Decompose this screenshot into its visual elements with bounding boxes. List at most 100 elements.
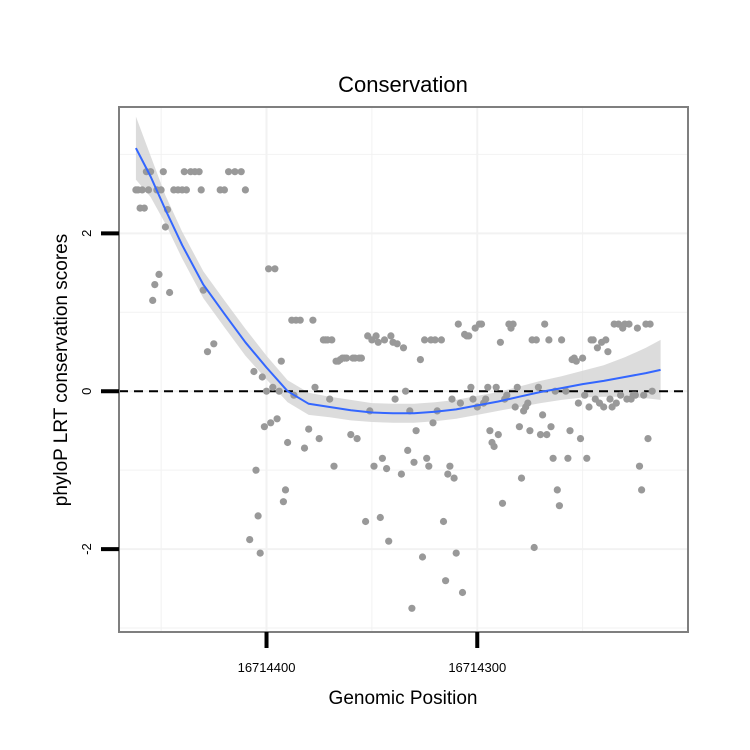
- data-point: [492, 383, 500, 391]
- data-point: [644, 435, 652, 443]
- data-point: [231, 168, 239, 176]
- data-point: [182, 186, 190, 194]
- data-point: [374, 338, 382, 346]
- data-point: [454, 320, 462, 328]
- data-point: [593, 344, 602, 352]
- y-tick-label: -2: [79, 543, 94, 555]
- data-point: [404, 446, 412, 454]
- data-point: [281, 486, 290, 494]
- data-point: [494, 431, 502, 439]
- data-point: [402, 387, 410, 395]
- x-axis-label: Genomic Position: [329, 688, 478, 709]
- data-point: [385, 537, 393, 545]
- data-point: [543, 431, 551, 439]
- data-point: [532, 336, 540, 344]
- y-tick-label: 0: [79, 388, 94, 395]
- data-point: [576, 435, 585, 443]
- data-point: [585, 403, 593, 411]
- data-point: [555, 502, 564, 510]
- data-point: [439, 517, 448, 526]
- data-point: [277, 357, 285, 365]
- data-point: [151, 281, 159, 289]
- data-point: [429, 419, 437, 427]
- data-point: [617, 391, 625, 399]
- data-point: [564, 454, 572, 462]
- data-point: [271, 265, 279, 273]
- data-point: [284, 438, 292, 447]
- data-point: [536, 431, 545, 439]
- data-point: [330, 462, 338, 470]
- data-point: [262, 387, 271, 395]
- data-point: [572, 357, 580, 365]
- data-point: [452, 549, 460, 557]
- data-point: [490, 442, 498, 451]
- data-point: [648, 387, 656, 395]
- data-point: [159, 168, 167, 176]
- data-point: [640, 391, 648, 399]
- data-point: [197, 186, 205, 194]
- data-point: [526, 427, 534, 435]
- data-point: [625, 320, 633, 328]
- data-point: [558, 336, 566, 344]
- data-point: [421, 336, 429, 344]
- points-layer: [132, 168, 656, 612]
- data-point: [498, 499, 507, 507]
- data-point: [496, 338, 504, 346]
- data-point: [604, 348, 612, 356]
- confidence-ribbon-layer: [135, 116, 661, 423]
- data-point: [383, 465, 391, 473]
- data-point: [579, 354, 587, 362]
- y-axis-label: phyloP LRT conservation scores: [51, 234, 72, 507]
- data-point: [517, 474, 526, 482]
- data-point: [606, 395, 614, 403]
- data-point: [456, 399, 464, 407]
- data-point: [612, 399, 620, 407]
- data-point: [635, 462, 644, 470]
- data-point: [399, 344, 408, 352]
- data-point: [509, 320, 517, 328]
- data-point: [574, 399, 583, 407]
- data-point: [269, 383, 277, 391]
- data-point: [583, 454, 591, 462]
- data-point: [416, 356, 424, 364]
- data-point: [157, 186, 165, 194]
- data-point: [539, 411, 547, 419]
- data-point: [311, 383, 319, 391]
- data-point: [545, 336, 553, 344]
- data-point: [423, 454, 431, 462]
- x-tick-label: 16714300: [448, 660, 506, 675]
- data-point: [265, 265, 273, 273]
- data-point: [149, 296, 157, 304]
- data-point: [465, 332, 473, 340]
- data-point: [362, 517, 370, 526]
- data-point: [195, 168, 203, 176]
- data-point: [393, 340, 401, 348]
- data-point: [541, 320, 549, 328]
- data-point: [155, 270, 163, 278]
- data-point: [300, 444, 309, 452]
- data-point: [144, 186, 153, 194]
- data-point: [250, 367, 258, 376]
- data-point: [252, 466, 260, 474]
- data-point: [566, 427, 574, 435]
- data-point: [296, 316, 304, 324]
- data-point: [140, 204, 148, 212]
- data-point: [246, 536, 254, 544]
- data-point: [237, 168, 245, 176]
- data-point: [220, 186, 228, 194]
- data-point: [477, 320, 486, 328]
- x-tick-label: 16714400: [238, 660, 296, 675]
- data-point: [210, 340, 218, 348]
- data-point: [267, 419, 275, 427]
- data-point: [305, 425, 313, 433]
- data-point: [391, 395, 399, 403]
- data-point: [256, 549, 264, 557]
- data-point: [254, 512, 262, 520]
- data-point: [631, 391, 639, 399]
- data-point: [549, 454, 557, 462]
- data-point: [166, 288, 174, 297]
- data-point: [484, 383, 492, 391]
- data-point: [524, 399, 532, 407]
- data-point: [161, 223, 169, 231]
- data-point: [633, 324, 642, 332]
